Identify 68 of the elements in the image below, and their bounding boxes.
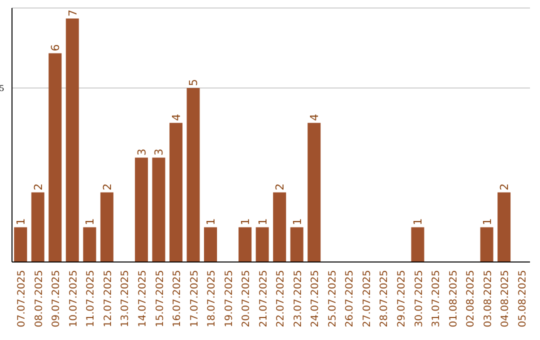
x-tick-label: 20.07.2025 [241, 270, 252, 328]
bar [14, 227, 28, 262]
bar [83, 227, 96, 262]
bar [480, 227, 494, 262]
data-label: 1 [412, 218, 425, 226]
x-tick-label: 16.07.2025 [172, 270, 184, 328]
data-label: 1 [290, 218, 304, 226]
x-tick-label: 29.07.2025 [396, 270, 408, 328]
bar [204, 227, 218, 262]
data-label: 4 [308, 114, 322, 121]
data-label: 1 [84, 218, 97, 226]
bar [238, 227, 252, 262]
x-tick-label: 13.07.2025 [120, 270, 132, 328]
x-tick-label: 26.07.2025 [344, 270, 356, 328]
x-tick-label: 22.07.2025 [276, 270, 287, 328]
bar [48, 53, 62, 262]
x-tick-label: 07.07.2025 [16, 270, 28, 328]
x-tick-label: 12.07.2025 [102, 270, 114, 328]
data-label: 2 [274, 183, 287, 190]
data-label: 2 [498, 183, 512, 190]
x-tick-label: 24.07.2025 [310, 270, 322, 328]
data-label: 5 [187, 79, 200, 86]
x-tick-label: 09.07.2025 [51, 270, 62, 328]
x-tick-label: 02.08.2025 [466, 270, 477, 328]
x-tick-label: 10.07.2025 [68, 270, 80, 328]
data-label: 2 [32, 183, 45, 190]
bar [256, 227, 269, 262]
data-label: 4 [170, 114, 183, 121]
bar [31, 192, 44, 262]
x-tick-label: 25.07.2025 [327, 270, 338, 328]
x-tick-label: 27.07.2025 [362, 270, 373, 328]
x-tick-label: 01.08.2025 [448, 270, 460, 328]
bar [134, 158, 148, 262]
x-tick-label: 15.07.2025 [154, 270, 166, 328]
x-tick-label: 17.07.2025 [189, 270, 200, 328]
bar [290, 227, 304, 262]
x-tick-label: 19.07.2025 [224, 270, 235, 328]
data-label: 2 [100, 183, 114, 190]
x-tick-label: 04.08.2025 [500, 270, 512, 328]
bar [308, 122, 321, 262]
data-label: 1 [204, 218, 218, 226]
bar [411, 227, 424, 262]
bar [152, 158, 166, 262]
data-label: 1 [239, 218, 252, 226]
x-tick-label: 18.07.2025 [206, 270, 218, 328]
x-tick-label: 08.07.2025 [34, 270, 45, 328]
x-tick-label: 05.08.2025 [517, 270, 528, 328]
x-tick-label: 23.07.2025 [292, 270, 304, 328]
data-label: 3 [152, 148, 166, 156]
bar [66, 18, 79, 262]
data-label: 1 [256, 218, 270, 226]
x-tick-label: 28.07.2025 [379, 270, 390, 328]
x-tick-label: 21.07.2025 [258, 270, 270, 328]
data-label: 3 [135, 148, 148, 156]
bar [186, 88, 200, 262]
x-tick-label: 11.07.2025 [86, 270, 97, 328]
data-label: 1 [480, 218, 494, 226]
bar [169, 122, 182, 262]
bar [100, 192, 114, 262]
bar [273, 192, 286, 262]
data-label: 7 [66, 9, 80, 16]
x-tick-label: 14.07.2025 [138, 270, 148, 328]
data-label: 1 [14, 218, 28, 226]
bar [498, 192, 511, 262]
x-tick-label: 31.07.2025 [431, 270, 442, 328]
data-label: 6 [49, 44, 62, 52]
x-tick-label: 30.07.2025 [414, 270, 425, 328]
x-tick-label: 03.08.2025 [482, 270, 494, 328]
